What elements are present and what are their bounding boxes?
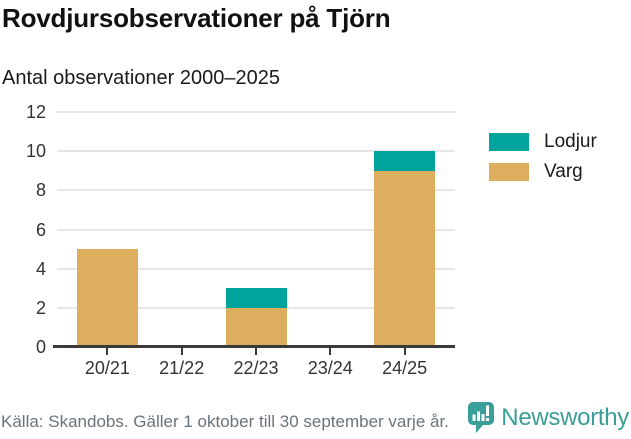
bar-segment-lodjur-22-23 <box>225 288 287 308</box>
newsworthy-icon <box>468 402 495 433</box>
x-axis-tick <box>180 348 183 355</box>
legend-item-lodjur: Lodjur <box>489 131 597 152</box>
legend-swatch-varg <box>489 163 529 181</box>
x-axis-tick <box>106 348 109 355</box>
y-axis-label: 12 <box>25 102 46 122</box>
bar-segment-varg-20-21 <box>76 249 138 347</box>
source-note: Källa: Skandobs. Gäller 1 oktober till 3… <box>1 412 449 431</box>
legend-label: Lodjur <box>544 131 597 152</box>
gridline-y10 <box>57 150 455 153</box>
chart-subtitle: Antal observationer 2000–2025 <box>2 67 280 89</box>
gridline-y12 <box>57 111 455 113</box>
y-axis-label: 10 <box>25 141 46 162</box>
x-axis-tick <box>255 348 257 355</box>
legend: Lodjur Varg <box>489 131 597 193</box>
chart-title: Rovdjursobservationer på Tjörn <box>2 3 391 33</box>
bar-segment-varg-22-23 <box>225 307 287 347</box>
y-axis-label: 2 <box>35 297 46 318</box>
legend-label: Varg <box>544 161 583 182</box>
newsworthy-wordmark: Newsworthy <box>501 403 629 431</box>
newsworthy-logo: Newsworthy <box>468 402 629 433</box>
x-axis-label: 21/22 <box>159 358 205 378</box>
y-axis: 0 2 4 6 8 10 12 <box>0 103 46 356</box>
legend-swatch-lodjur <box>489 133 529 151</box>
gridline-y4 <box>57 267 455 270</box>
bar-segment-varg-24-25 <box>374 170 436 347</box>
y-axis-label: 0 <box>35 337 46 357</box>
x-axis-label: 24/25 <box>382 358 428 378</box>
y-axis-label: 6 <box>35 219 46 240</box>
x-axis: 20/21 21/22 22/23 23/24 24/25 <box>57 348 455 384</box>
x-axis-tick <box>329 348 332 355</box>
x-axis-tick <box>403 348 406 355</box>
plot-area <box>57 111 455 347</box>
x-axis-line <box>53 345 455 348</box>
y-axis-label: 8 <box>35 180 46 201</box>
x-axis-label: 22/23 <box>233 358 279 378</box>
x-axis-label: 23/24 <box>307 358 353 378</box>
y-axis-label: 4 <box>35 258 46 279</box>
x-axis-label: 20/21 <box>84 358 130 378</box>
gridline-y6 <box>57 228 455 231</box>
gridline-y8 <box>57 189 455 192</box>
bar-segment-lodjur-24-25 <box>374 151 436 171</box>
legend-item-varg: Varg <box>489 161 597 182</box>
